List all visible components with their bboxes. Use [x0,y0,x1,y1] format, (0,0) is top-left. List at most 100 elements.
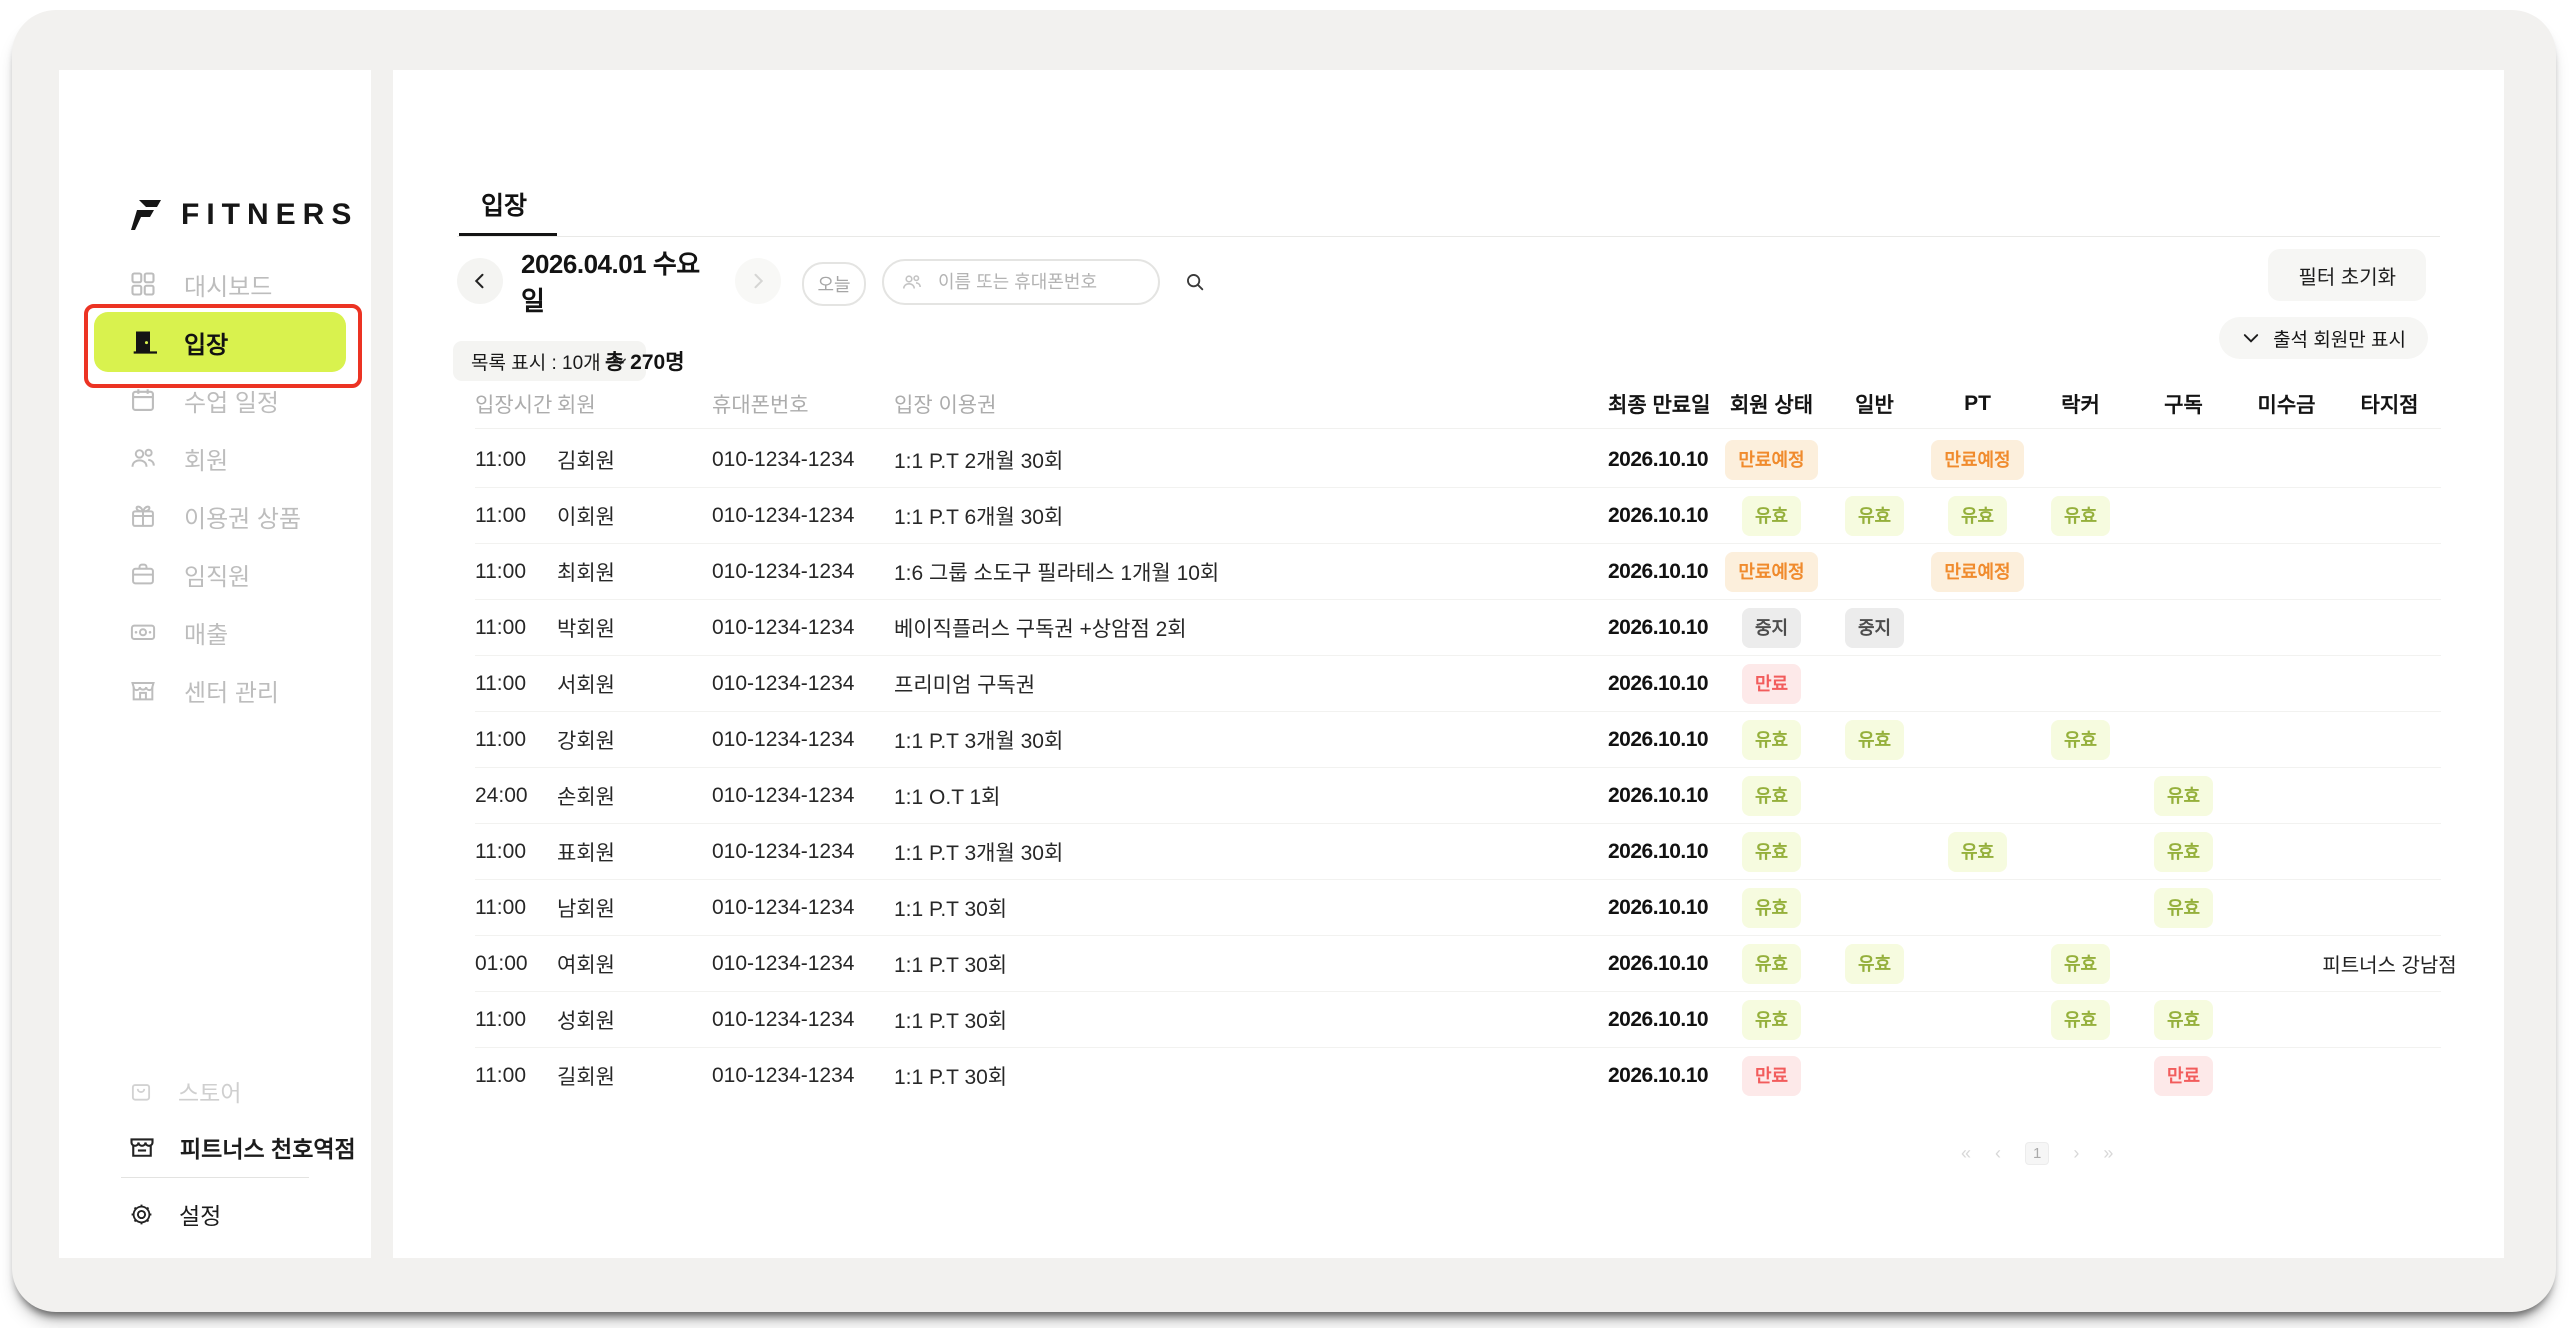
member-search [882,259,1204,305]
page-size-dropdown[interactable]: 목록 표시 : 10개 [453,341,646,381]
cell-time: 11:00 [475,447,526,471]
cell-general: 유효 [1844,943,1905,984]
table-row[interactable]: 11:00 남회원 010-1234-1234 1:1 P.T 30회 2026.10.… [475,879,2441,935]
table-row[interactable]: 11:00 박회원 010-1234-1234 베이직플러스 구독권 +상암점 2회 2… [475,599,2441,655]
locker-badge: 유효 [2050,999,2111,1040]
cell-phone: 010-1234-1234 [712,783,855,807]
cell-expiry: 2026.10.10 [1608,895,1709,919]
entry-table-body: 11:00 김회원 010-1234-1234 1:1 P.T 2개월 30회 2026… [475,432,2457,1103]
cell-pt: 만료예정 [1931,439,2024,480]
sidebar-divider [121,1177,309,1178]
cell-expiry: 2026.10.10 [1608,1063,1709,1087]
branch-name: 피트너스 천호역점 [180,1136,356,1162]
cell-expiry: 2026.10.10 [1608,951,1709,975]
cell-pass: 프리미엄 구독권 [894,673,1036,697]
cell-member: 여회원 [557,953,615,977]
table-row[interactable]: 11:00 강회원 010-1234-1234 1:1 P.T 3개월 30회 2026… [475,711,2441,767]
cell-phone: 010-1234-1234 [712,671,855,695]
table-row[interactable]: 11:00 성회원 010-1234-1234 1:1 P.T 30회 2026.10.… [475,991,2441,1047]
chevron-right-icon [748,271,768,291]
column-header-locker: 락커 [2061,394,2100,417]
sidebar-item-entry[interactable]: 입장 [94,312,346,372]
subscription-badge: 만료 [2153,1055,2214,1096]
cell-status: 만료예정 [1725,439,1818,480]
next-page-button[interactable]: › [2073,1143,2080,1163]
cell-other_branch: 피트너스 강남점 [2322,955,2457,977]
chevron-left-icon [470,271,490,291]
sidebar-branch-selector[interactable]: 피트너스 천호역점 [59,1120,371,1174]
page-number-current[interactable]: 1 [2025,1142,2050,1165]
pt-badge: 유효 [1947,831,2008,872]
table-row[interactable]: 24:00 손회원 010-1234-1234 1:1 O.T 1회 2026.10.1… [475,767,2441,823]
main-content: 입장 2026.04.01 수요일 오늘 필터 초기화 [393,70,2504,1258]
briefcase-icon [128,559,158,589]
table-row[interactable]: 11:00 김회원 010-1234-1234 1:1 P.T 2개월 30회 2026… [475,432,2441,487]
sidebar-item-center-management[interactable]: 센터 관리 [59,661,371,719]
tab-entry[interactable]: 입장 [481,192,528,220]
general-badge: 유효 [1844,943,1905,984]
sidebar-item-sales[interactable]: 매출 [59,603,371,661]
cell-time: 11:00 [475,671,526,695]
cell-member: 이회원 [557,505,615,529]
first-page-button[interactable]: « [1961,1143,1972,1163]
cell-member: 성회원 [557,1009,615,1033]
cell-member: 박회원 [557,617,615,641]
cell-expiry: 2026.10.10 [1608,671,1709,695]
cell-pass: 1:1 P.T 3개월 30회 [894,729,1064,753]
sidebar-item-dashboard[interactable]: 대시보드 [59,255,371,313]
pt-badge: 만료예정 [1931,439,2024,480]
cell-pass: 1:1 P.T 6개월 30회 [894,505,1064,529]
search-input[interactable] [936,270,1172,294]
cell-phone: 010-1234-1234 [712,503,855,527]
sidebar-item-label: 이용권 상품 [184,505,302,533]
sidebar-item-store[interactable]: 스토어 [59,1064,371,1118]
status-badge: 유효 [1741,831,1802,872]
cell-time: 11:00 [475,895,526,919]
cell-time: 11:00 [475,1063,526,1087]
table-header-row: 입장시간 회원 휴대폰번호 입장 이용권 최종 만료일 회원 상태 일반 PT 락커 구독 미수금 타… [475,380,2441,429]
table-row[interactable]: 11:00 길회원 010-1234-1234 1:1 P.T 30회 2026.10.… [475,1047,2441,1103]
table-row[interactable]: 01:00 여회원 010-1234-1234 1:1 P.T 30회 2026.10.… [475,935,2457,991]
cell-status: 유효 [1741,495,1802,536]
sidebar-item-pass-products[interactable]: 이용권 상품 [59,487,371,545]
cell-time: 11:00 [475,503,526,527]
table-row[interactable]: 11:00 표회원 010-1234-1234 1:1 P.T 3개월 30회 2026… [475,823,2441,879]
cell-status: 만료예정 [1725,551,1818,592]
door-icon [128,327,158,357]
sidebar-item-settings[interactable]: 설정 [59,1187,371,1241]
cell-phone: 010-1234-1234 [712,727,855,751]
cell-phone: 010-1234-1234 [712,951,855,975]
next-day-button[interactable] [735,258,781,304]
table-row[interactable]: 11:00 최회원 010-1234-1234 1:6 그룹 소도구 필라테스 1개월… [475,543,2441,599]
last-page-button[interactable]: » [2103,1143,2114,1163]
prev-page-button[interactable]: ‹ [1995,1143,2002,1163]
store-label: 스토어 [178,1080,242,1106]
today-button[interactable]: 오늘 [802,262,866,306]
column-header-status: 회원 상태 [1729,394,1814,417]
sidebar-item-label: 대시보드 [184,273,273,301]
attendance-only-toggle[interactable]: 출석 회원만 표시 [2219,317,2428,359]
cell-status: 유효 [1741,719,1802,760]
table-row[interactable]: 11:00 서회원 010-1234-1234 프리미엄 구독권 2026.10.10 만… [475,655,2441,711]
table-row[interactable]: 11:00 이회원 010-1234-1234 1:1 P.T 6개월 30회 2026… [475,487,2441,543]
cell-pt: 만료예정 [1931,551,2024,592]
filter-reset-button[interactable]: 필터 초기화 [2268,249,2426,301]
column-header-other_branch: 타지점 [2360,394,2419,417]
search-icon[interactable] [1184,271,1206,293]
cell-pass: 1:1 P.T 3개월 30회 [894,841,1064,865]
cell-time: 11:00 [475,615,526,639]
attendance-only-label: 출석 회원만 표시 [2273,329,2406,351]
cell-status: 유효 [1741,943,1802,984]
sidebar-item-staff[interactable]: 임직원 [59,545,371,603]
prev-day-button[interactable] [457,258,503,304]
cell-pass: 1:1 P.T 2개월 30회 [894,449,1064,473]
cell-status: 만료 [1741,1055,1802,1096]
cell-status: 유효 [1741,887,1802,928]
sidebar-item-class-schedule[interactable]: 수업 일정 [59,371,371,429]
locker-badge: 유효 [2050,719,2111,760]
general-badge: 유효 [1844,495,1905,536]
cell-time: 11:00 [475,559,526,583]
brand-name: FITNERS [181,198,359,231]
sidebar-item-members[interactable]: 회원 [59,429,371,487]
column-header-pass: 입장 이용권 [894,394,997,417]
